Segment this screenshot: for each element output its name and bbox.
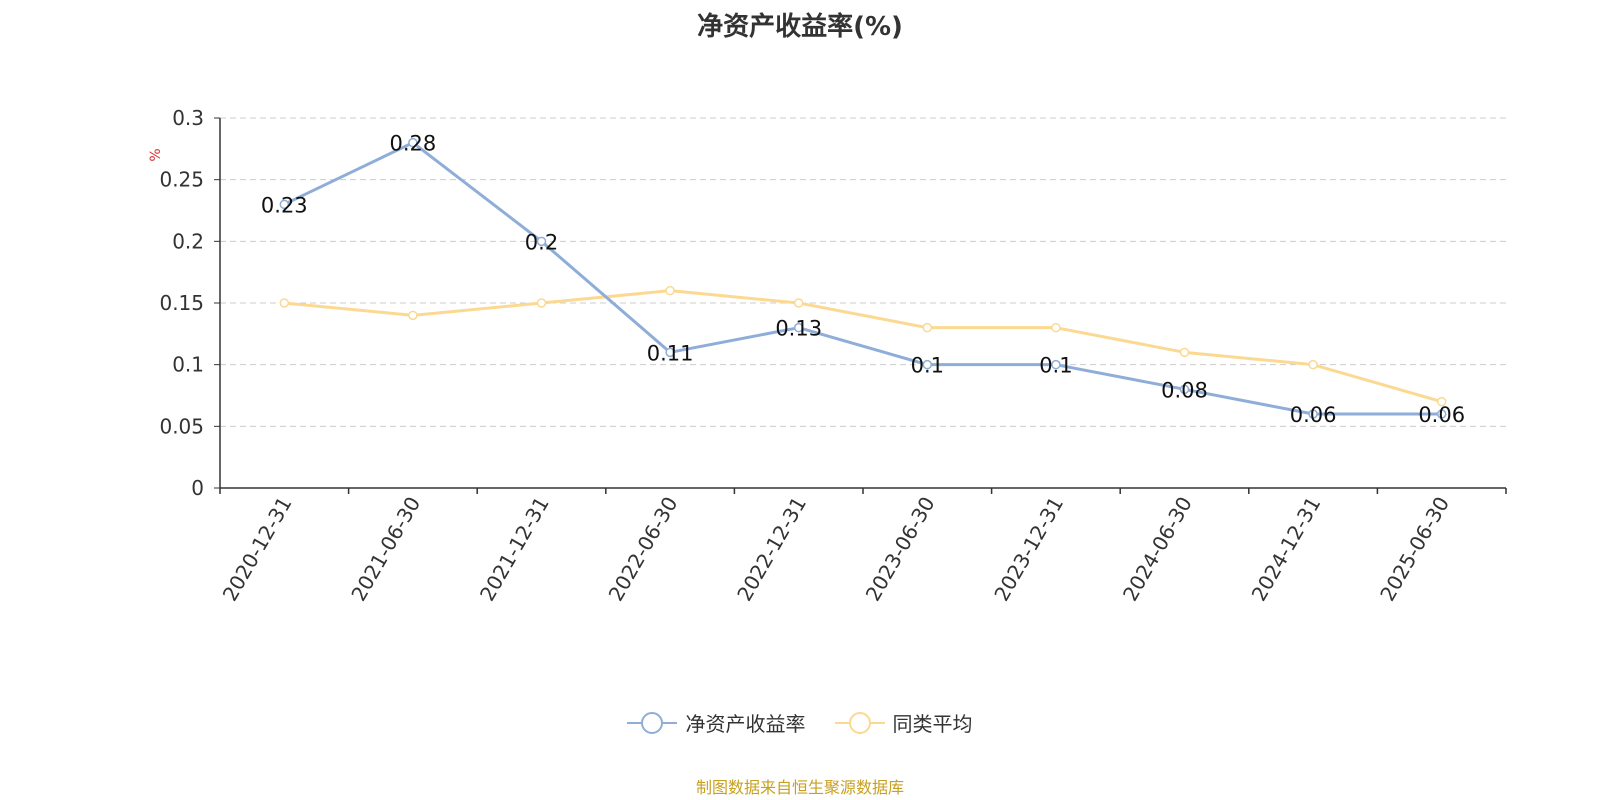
y-axis-unit-label: %	[148, 148, 164, 161]
data-point-avg	[536, 298, 547, 308]
legend-label-avg: 同类平均	[892, 712, 973, 736]
legend-marker-avg	[834, 711, 885, 734]
x-tick-label: 2021-12-31	[475, 493, 554, 606]
data-point-avg	[279, 298, 290, 308]
data-point-main	[793, 322, 804, 333]
grid-lines	[220, 117, 1506, 427]
x-tick-label: 2022-06-30	[604, 493, 683, 606]
x-tick-label: 2023-12-31	[989, 493, 1068, 606]
data-point-main	[922, 359, 933, 370]
data-point-main	[279, 199, 290, 210]
data-label: 0.06	[1418, 403, 1465, 427]
y-tick-label: 0.1	[172, 353, 204, 377]
data-point-avg	[1436, 396, 1447, 407]
data-label: 0.1	[911, 354, 944, 378]
data-point-main	[1436, 409, 1447, 419]
data-label: 0.06	[1290, 403, 1337, 427]
legend-item-avg[interactable]: 同类平均	[834, 708, 973, 737]
source-note: 制图数据来自恒生聚源数据库	[695, 778, 904, 797]
y-tick-label: 0.2	[172, 229, 204, 253]
data-point-avg	[1051, 322, 1061, 333]
y-tick-label: 0	[191, 476, 204, 500]
x-tick-label: 2024-06-30	[1118, 493, 1197, 606]
data-point-main	[665, 347, 675, 358]
data-label: 0.28	[390, 132, 437, 156]
data-label: 0.23	[261, 193, 308, 217]
data-point-main	[1308, 409, 1318, 419]
data-labels: 0.23 0.28 0.2 0.11 0.13 0.1 0.1 0.08 0.06 0.06	[261, 132, 1465, 427]
data-point-main	[1051, 359, 1061, 370]
data-label: 0.08	[1161, 378, 1208, 402]
x-tick-label: 2023-06-30	[861, 493, 940, 606]
x-tick-label: 2021-06-30	[346, 493, 425, 606]
y-tick-label: 0.15	[159, 291, 204, 315]
x-tick-label: 2020-12-31	[218, 493, 297, 606]
data-point-main	[536, 236, 547, 247]
y-tick-label: 0.25	[159, 168, 204, 192]
x-tick-label: 2022-12-31	[732, 493, 811, 606]
data-label: 0.13	[775, 317, 822, 341]
series-line-main	[283, 141, 1442, 416]
y-tick-label: 0.3	[172, 106, 204, 130]
data-label: 0.1	[1039, 354, 1072, 378]
legend-item-main[interactable]: 净资产收益率	[627, 708, 805, 737]
legend-marker-main	[627, 711, 678, 734]
data-point-avg	[793, 298, 804, 308]
legend-label-main: 净资产收益率	[685, 712, 806, 736]
data-label: 0.11	[647, 341, 694, 365]
legend: 净资产收益率 同类平均	[0, 708, 1600, 740]
data-point-main	[408, 137, 418, 148]
series-line-avg	[284, 289, 1443, 404]
data-point-main	[1179, 384, 1190, 395]
data-point-avg	[408, 310, 418, 321]
chart-title: 净资产收益率(%)	[697, 12, 903, 42]
axes: 0 0.05 0.1 0.15 0.2 0.25 0.3 2020-12-31 2021-06-…	[159, 106, 1507, 606]
data-point-avg	[1179, 347, 1190, 358]
x-tick-label: 2025-06-30	[1375, 493, 1454, 606]
data-label: 0.2	[525, 230, 558, 254]
data-point-avg	[665, 285, 675, 296]
data-point-avg	[1308, 359, 1318, 370]
x-tick-label: 2024-12-31	[1247, 493, 1326, 606]
data-point-avg	[922, 322, 933, 333]
y-tick-label: 0.05	[159, 414, 204, 438]
series-lines	[279, 137, 1447, 419]
